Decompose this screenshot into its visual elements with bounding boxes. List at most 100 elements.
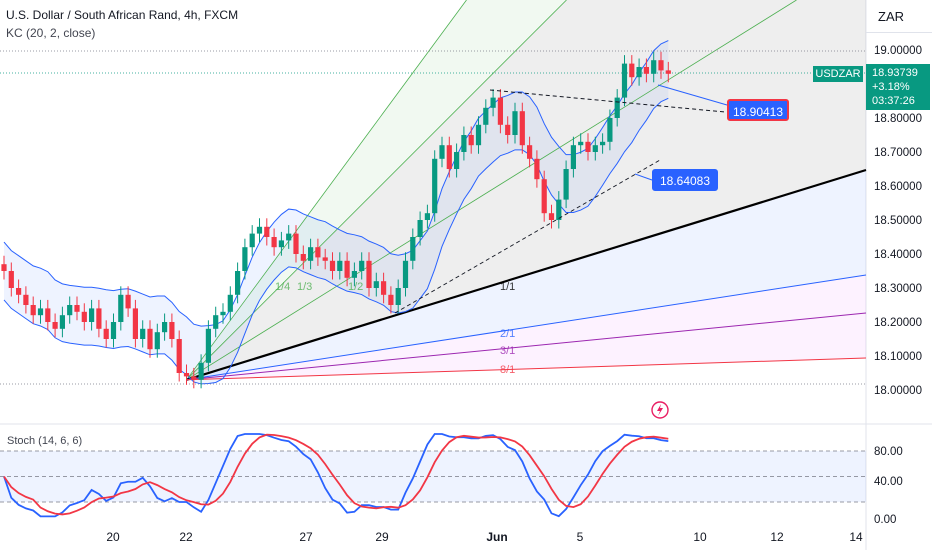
candle-body — [322, 257, 328, 261]
y-tick-label: 18.00000 — [874, 385, 922, 397]
stoch-d-line — [3, 433, 669, 516]
currency-selector[interactable]: ZAR — [866, 0, 932, 33]
currency-label: ZAR — [878, 9, 904, 24]
callout-connector-lower — [634, 173, 653, 181]
candle-body — [227, 294, 233, 312]
candle-body — [37, 308, 44, 316]
projection-line-upper — [489, 89, 726, 113]
x-tick-label: 20 — [106, 530, 120, 544]
callout-connector-upper — [657, 84, 728, 106]
candle-body — [454, 152, 460, 169]
candle-body — [366, 260, 372, 288]
candle-body — [570, 145, 576, 169]
y-tick-label: 18.70000 — [874, 147, 922, 159]
keltner-fill — [4, 40, 669, 384]
candle-body — [402, 260, 409, 288]
candle-body — [497, 97, 503, 125]
fan-label: 1/4 — [275, 281, 290, 293]
stoch-tick-label: 0.00 — [874, 514, 896, 526]
candle-body — [614, 97, 620, 118]
x-tick-label: 22 — [179, 530, 193, 544]
candle-body — [81, 311, 87, 322]
y-tick-label: 18.30000 — [874, 283, 922, 295]
candle-body — [621, 63, 628, 98]
y-tick-label: 18.80000 — [874, 113, 922, 125]
candle-body — [490, 97, 496, 108]
y-tick-label: 19.00000 — [874, 45, 922, 57]
candle-body — [329, 260, 336, 271]
candle-body — [636, 67, 642, 78]
y-tick-label: 18.10000 — [874, 351, 922, 363]
symbol-tag: USDZAR — [813, 66, 863, 82]
candle-body — [45, 308, 51, 322]
x-tick-label: Jun — [486, 530, 507, 544]
candle-body — [578, 141, 584, 146]
x-tick-label: 29 — [375, 530, 389, 544]
x-tick-label: 10 — [693, 530, 707, 544]
candle-body — [475, 124, 482, 146]
candle-body — [103, 328, 109, 339]
candle-body — [658, 60, 664, 71]
candle-body — [8, 271, 14, 288]
last-price: 18.93739 — [872, 67, 918, 79]
candle-body — [556, 199, 562, 220]
candle-body — [432, 158, 438, 214]
price-change: +3.18% — [872, 81, 910, 93]
candle-body — [59, 315, 65, 329]
candle-body — [162, 322, 168, 333]
candle-body — [446, 145, 452, 169]
candle-body — [235, 271, 241, 295]
candle-body — [118, 294, 124, 322]
candle-body — [191, 376, 197, 380]
fan-line-8-1 — [186, 357, 867, 381]
y-tick-label: 18.60000 — [874, 181, 922, 193]
projection-line-lower — [394, 159, 661, 314]
fan-line-3-1 — [186, 312, 867, 381]
fan-line-2-1 — [186, 274, 867, 381]
candle-body — [16, 288, 22, 295]
candle-body — [541, 179, 547, 214]
candle-body — [154, 332, 160, 350]
candle-body — [308, 247, 314, 261]
candle-body — [563, 169, 569, 200]
candle-body — [483, 107, 489, 125]
x-tick-label: 12 — [770, 530, 784, 544]
candle-body — [213, 315, 219, 329]
candle-body — [665, 70, 671, 74]
y-tick-label: 18.40000 — [874, 249, 922, 261]
candle-body — [23, 294, 29, 305]
candle-body — [89, 308, 95, 322]
candle-body — [344, 260, 350, 278]
candle-body — [461, 135, 467, 152]
candle-body — [527, 145, 533, 159]
callout-lower[interactable]: 18.64083 — [652, 169, 718, 191]
candle-body — [651, 60, 657, 74]
fan-line-1-3 — [186, 0, 567, 381]
keltner-upper — [3, 40, 669, 327]
candle-body — [629, 63, 635, 78]
candle-body — [176, 339, 182, 373]
candle-body — [205, 328, 211, 363]
candle-body — [293, 233, 299, 254]
candle-body — [264, 226, 270, 237]
fan-label: 1/3 — [297, 281, 312, 293]
candle-body — [110, 322, 117, 339]
indicator-label[interactable]: KC (20, 2, close) — [6, 26, 96, 40]
callout-upper[interactable]: 18.90413 — [727, 99, 789, 121]
bar-countdown: 03:37:26 — [872, 95, 915, 107]
candle-body — [140, 328, 146, 339]
candle-body — [315, 247, 321, 258]
lightning-icon — [651, 401, 669, 419]
stoch-label[interactable]: Stoch (14, 6, 6) — [7, 435, 83, 447]
candle-body — [132, 308, 138, 339]
candle-body — [381, 281, 387, 295]
candle-body — [643, 67, 649, 74]
candle-body — [534, 158, 540, 180]
fan-line-1-1 — [186, 168, 867, 381]
fan-label: 1/2 — [348, 281, 363, 293]
y-tick-label: 18.20000 — [874, 317, 922, 329]
candle-body — [505, 124, 511, 135]
candle-body — [439, 145, 445, 159]
